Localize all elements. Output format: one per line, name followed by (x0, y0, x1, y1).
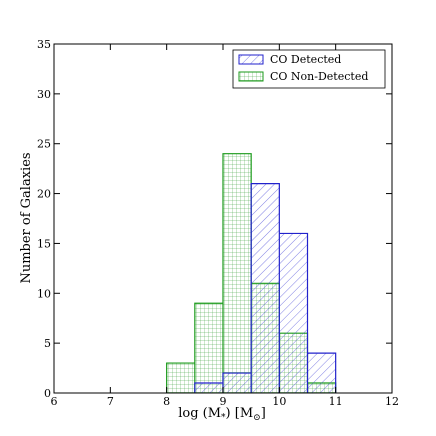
x-tick-label-9: 9 (220, 395, 227, 408)
axes: 6 7 8 9 10 11 12 0 5 10 15 20 25 30 35 (37, 38, 399, 408)
plot-area (166, 153, 337, 393)
y-tick-label-0: 0 (44, 387, 51, 400)
bar-co-detected-4 (307, 353, 336, 393)
bar-co-detected-2 (251, 183, 280, 393)
x-axis-label: log (M*) [M⊙] (178, 406, 266, 423)
y-tick-label-15: 15 (37, 237, 51, 250)
bar-co-detected-3 (279, 233, 308, 393)
y-tick-label-20: 20 (37, 188, 51, 201)
legend: CO Detected CO Non-Detected (232, 49, 386, 89)
x-tick-label-8: 8 (163, 395, 170, 408)
y-axis-label: Number of Galaxies (19, 152, 34, 283)
bar-co-detected-1 (223, 373, 252, 393)
y-tick-label-35: 35 (37, 38, 51, 51)
legend-swatch-co-non-detected (238, 71, 264, 82)
bar-co-non-detected-1 (194, 303, 223, 393)
bar-co-non-detected-2 (223, 153, 252, 393)
x-tick-label-10: 10 (272, 395, 286, 408)
legend-label-co-detected: CO Detected (270, 53, 341, 66)
x-tick-label-11: 11 (329, 395, 343, 408)
y-tick-label-25: 25 (37, 138, 51, 151)
x-tick-label-12: 12 (385, 395, 399, 408)
y-tick-label-5: 5 (44, 337, 51, 350)
legend-label-co-non-detected: CO Non-Detected (270, 70, 368, 83)
bar-co-non-detected-0 (166, 363, 195, 393)
y-tick-label-10: 10 (37, 287, 51, 300)
y-tick-label-30: 30 (37, 88, 51, 101)
x-tick-label-7: 7 (107, 395, 114, 408)
bar-co-detected-0 (194, 383, 223, 393)
legend-swatch-co-detected (238, 54, 264, 65)
x-tick-label-6: 6 (51, 395, 58, 408)
